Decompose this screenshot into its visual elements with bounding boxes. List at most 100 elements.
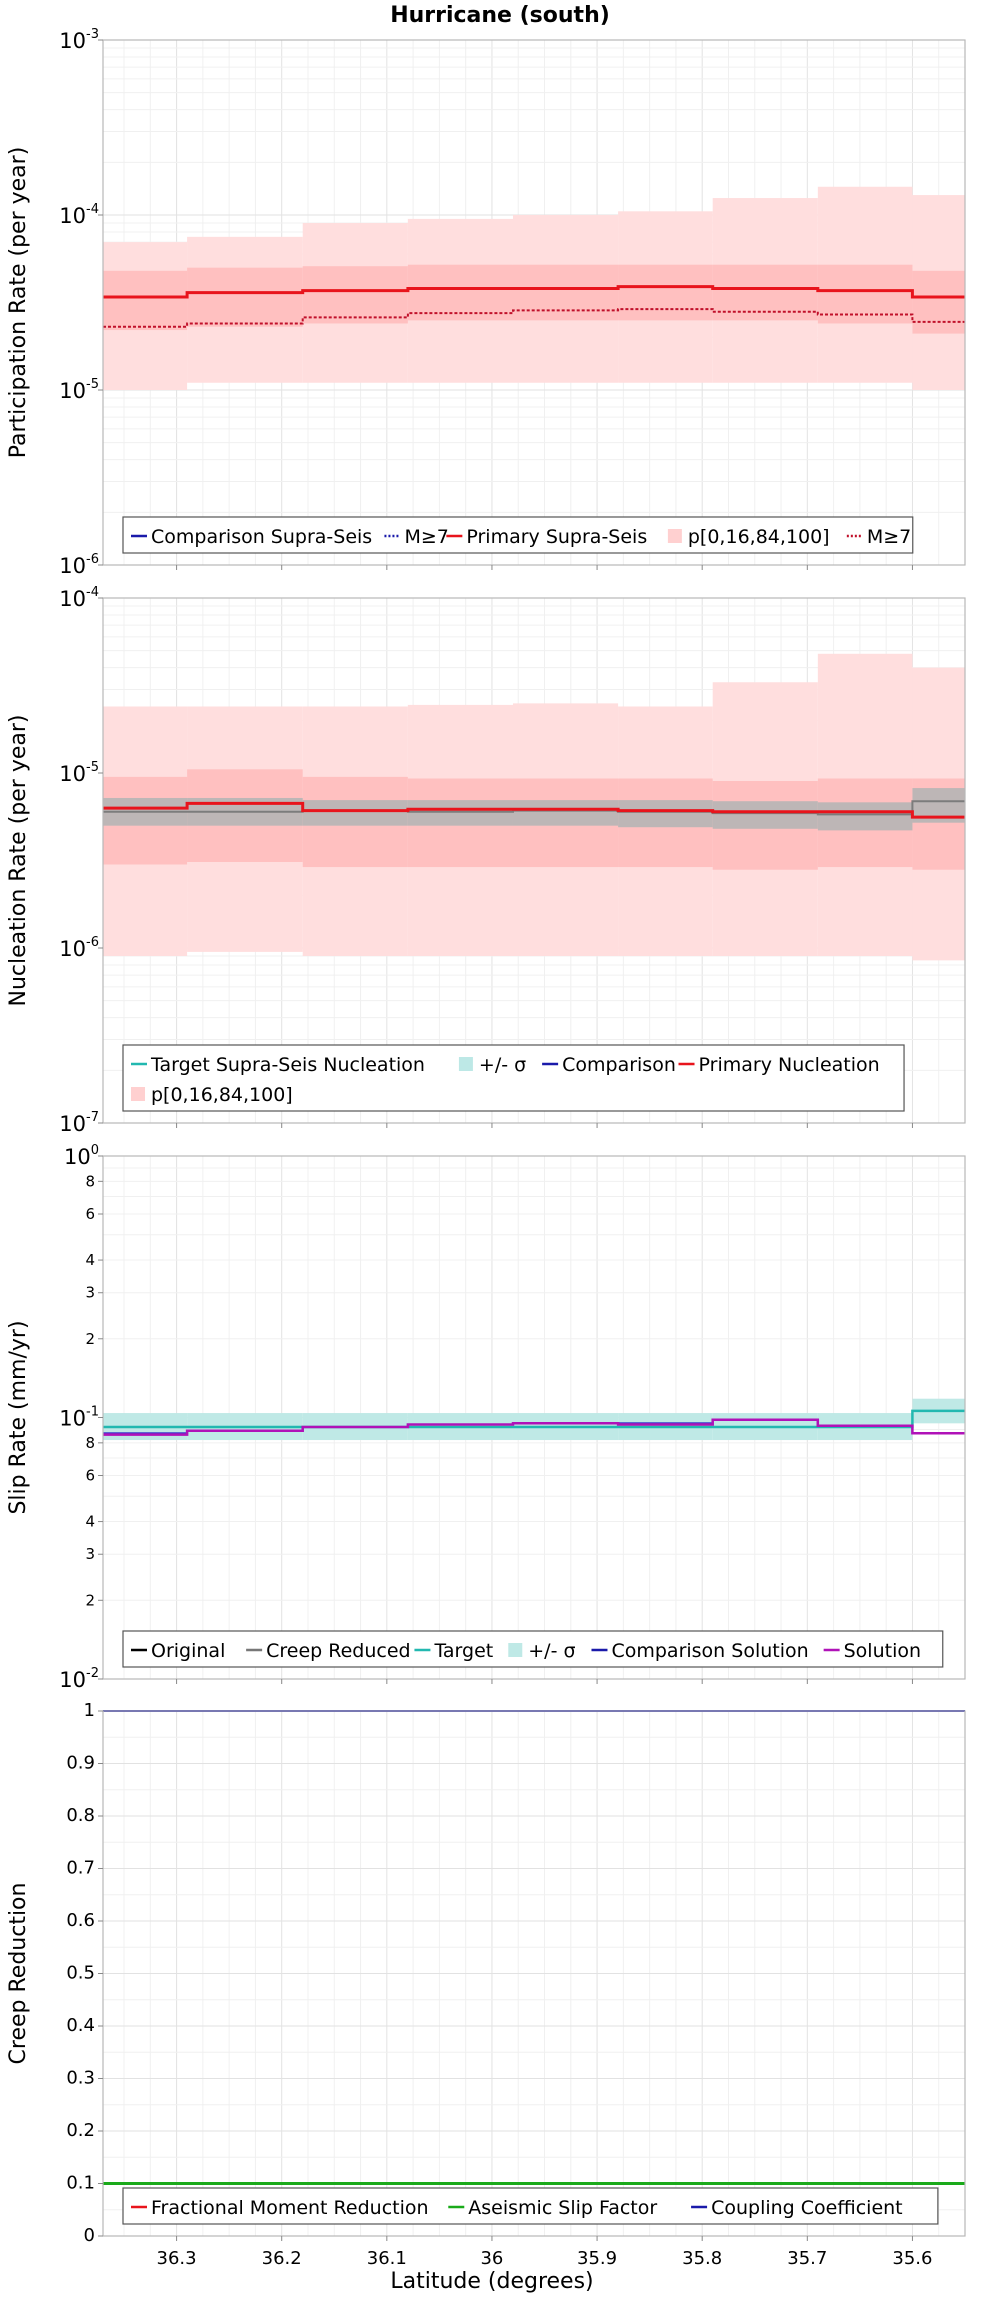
y-tick-label: 0.6 [66, 1910, 95, 1931]
y-tick-label: 0.9 [66, 1753, 95, 1774]
legend-label: +/- σ [479, 1054, 526, 1076]
y-tick-label: 2 [85, 1591, 95, 1609]
y-tick-label: 2 [85, 1330, 95, 1348]
band-segment [302, 266, 408, 324]
legend-swatch [667, 529, 682, 543]
y-tick-label: 4 [85, 1513, 95, 1531]
y-tick-label: 0.2 [66, 2120, 95, 2141]
y-tick-label: 0.8 [66, 1805, 95, 1826]
legend-label: Comparison [562, 1054, 676, 1076]
y-tick-label: 0.4 [66, 2015, 95, 2036]
legend-box [122, 1044, 905, 1112]
band-segment [512, 264, 619, 321]
band-segment [817, 802, 913, 831]
plot-frame [102, 597, 966, 1124]
series-line [103, 801, 965, 819]
y-tick-label: 10-4 [59, 202, 99, 228]
y-axis-label: Slip Rate (mm/yr) [6, 1320, 31, 1514]
x-tick-label: 36.2 [262, 2248, 302, 2269]
legend: Original Creep Reduced Target +/- σ Comparis… [122, 1630, 944, 1668]
y-axis-label: Participation Rate (per year) [6, 147, 31, 459]
panel-creep: 1 0.9 0.8 0.7 0.6 0.5 0.4 0.3 0.2 0.1 0 Creep Reduc… [6, 1700, 966, 2269]
legend: Comparison Supra-Seis M≥7 Primary Supra-Se… [122, 516, 914, 554]
y-tick-label: 3 [85, 1284, 95, 1302]
band-segment [187, 267, 303, 327]
y-tick-label: 6 [85, 1205, 95, 1223]
legend: Target Supra-Seis Nucleation +/- σ Compari… [122, 1044, 905, 1112]
legend-label: Comparison Supra-Seis [151, 526, 372, 548]
series-line [103, 285, 965, 299]
band-segment [103, 270, 188, 331]
y-tick-label: 0.5 [66, 1963, 95, 1984]
y-tick-label: 10-5 [59, 760, 99, 786]
legend-label: p[0,16,84,100] [688, 526, 830, 548]
legend-label: Target [433, 1640, 493, 1662]
y-tick-label: 0 [84, 2225, 95, 2246]
band-segment [618, 800, 713, 828]
y-tick-label: 10-6 [59, 935, 99, 961]
legend-label: Original [151, 1640, 225, 1662]
legend-label: Solution [844, 1640, 921, 1662]
band-segment [912, 270, 965, 334]
y-tick-label: 10-3 [59, 27, 99, 53]
legend-label: Fractional Moment Reduction [151, 2197, 429, 2219]
y-tick-label: 100 [64, 1143, 99, 1169]
legend-box [122, 516, 914, 554]
y-tick-label: 8 [85, 1172, 95, 1190]
x-tick-label: 35.7 [787, 2248, 827, 2269]
legend-label: +/- σ [528, 1640, 575, 1662]
x-tick-label: 36.1 [367, 2248, 407, 2269]
y-tick-label: 10-1 [59, 1405, 99, 1431]
y-tick-label: 6 [85, 1467, 95, 1485]
y-tick-label: 10-6 [59, 552, 99, 578]
x-tick-label: 36.3 [157, 2248, 197, 2269]
y-axis-label: Creep Reduction [6, 1883, 31, 2065]
y-tick-label: 0.7 [66, 1858, 95, 1879]
y-tick-label: 10-7 [59, 1110, 99, 1136]
band-segment [407, 264, 513, 321]
legend-swatch [131, 1087, 145, 1101]
x-axis-label: Latitude (degrees) [390, 2269, 593, 2294]
plot-frame [102, 39, 966, 566]
legend-label: Primary Supra-Seis [466, 526, 647, 548]
band-segment [712, 801, 818, 829]
legend-label: Target Supra-Seis Nucleation [150, 1054, 425, 1076]
legend-label: M≥7 [867, 526, 911, 548]
panel-slip: 100 8 6 4 3 2 10-1 8 6 4 3 2 10-2 Slip Rate (mm/yr) Or… [6, 1143, 966, 1692]
band-segment [407, 800, 513, 826]
y-axis-label: Nucleation Rate (per year) [6, 715, 31, 1007]
panel-nucleation: 10-4 10-5 10-6 10-7 Nucleation Rate (per yea… [6, 585, 966, 1136]
legend-box [122, 2187, 939, 2225]
legend-label: M≥7 [404, 526, 448, 548]
legend-label: Creep Reduced [266, 1640, 410, 1662]
y-tick-label: 8 [85, 1434, 95, 1452]
panel-participation: 10-3 10-4 10-5 10-6 Participation Rate (per … [6, 27, 966, 578]
chart-title: Hurricane (south) [390, 3, 610, 28]
legend-label: Aseismic Slip Factor [468, 2197, 657, 2219]
legend-label: Primary Nucleation [699, 1054, 880, 1076]
legend-label: p[0,16,84,100] [151, 1084, 293, 1106]
series-line [103, 1409, 965, 1429]
y-tick-label: 10-4 [59, 585, 99, 611]
y-tick-label: 10-2 [59, 1666, 99, 1692]
band-segment [302, 800, 408, 826]
legend-swatch [458, 1057, 473, 1071]
y-tick-label: 0.1 [66, 2173, 95, 2194]
x-tick-label: 35.6 [892, 2248, 932, 2269]
legend-label: Comparison Solution [611, 1640, 808, 1662]
x-tick-label: 35.9 [577, 2248, 617, 2269]
y-tick-label: 1 [84, 1700, 95, 1721]
x-tick-label: 36 [480, 2248, 503, 2269]
series-line [103, 1418, 965, 1436]
y-tick-label: 10-5 [59, 377, 99, 403]
y-tick-label: 3 [85, 1545, 95, 1563]
legend-label: Coupling Coefficient [711, 2197, 903, 2219]
y-tick-label: 4 [85, 1251, 95, 1269]
legend-swatch [508, 1643, 523, 1657]
band-segment [618, 264, 713, 321]
legend: Fractional Moment Reduction Aseismic Slip… [122, 2187, 939, 2225]
x-tick-label: 35.8 [682, 2248, 722, 2269]
y-tick-label: 0.3 [66, 2068, 95, 2089]
